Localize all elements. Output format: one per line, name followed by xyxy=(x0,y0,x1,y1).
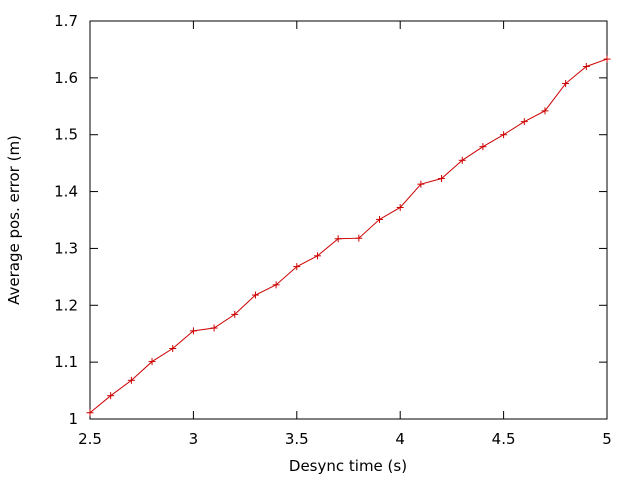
data-point xyxy=(479,143,487,151)
data-point xyxy=(293,263,301,271)
data-point xyxy=(541,107,549,115)
y-tick-label: 1.7 xyxy=(54,12,78,30)
y-tick-label: 1.3 xyxy=(54,239,78,257)
x-axis-label: Desync time (s) xyxy=(289,457,407,475)
data-point xyxy=(520,118,528,126)
data-point xyxy=(313,252,321,260)
x-tick-label: 2.5 xyxy=(78,430,102,448)
data-point xyxy=(169,344,177,352)
plot-frame xyxy=(89,20,608,420)
x-axis-ticks: 2.5 3 3.5 4 4.5 5 xyxy=(78,21,612,448)
data-point xyxy=(396,203,404,211)
x-tick-label: 4 xyxy=(395,430,405,448)
data-point xyxy=(210,324,218,332)
data-point xyxy=(86,409,94,417)
data-point xyxy=(272,281,280,289)
data-point xyxy=(127,376,135,384)
x-tick-label: 5 xyxy=(602,430,612,448)
y-tick-label: 1.1 xyxy=(54,353,78,371)
data-point xyxy=(334,235,342,243)
data-point xyxy=(603,55,611,63)
data-point xyxy=(376,215,384,223)
data-point xyxy=(189,327,197,335)
data-point xyxy=(231,310,239,318)
data-point xyxy=(458,156,466,164)
x-tick-label: 3.5 xyxy=(285,430,309,448)
data-point xyxy=(438,174,446,182)
y-axis-ticks: 1 1.1 1.2 1.3 1.4 1.5 1.6 1.7 xyxy=(54,12,607,428)
data-point xyxy=(355,234,363,242)
data-point xyxy=(148,358,156,366)
data-point xyxy=(417,180,425,188)
series-line xyxy=(89,58,608,414)
y-tick-label: 1.2 xyxy=(54,296,78,314)
data-point xyxy=(582,62,590,70)
y-tick-label: 1.5 xyxy=(54,126,78,144)
data-point xyxy=(251,291,259,299)
y-axis-label: Average pos. error (m) xyxy=(5,135,23,305)
data-point xyxy=(562,80,570,88)
x-tick-label: 4.5 xyxy=(492,430,516,448)
series-group xyxy=(86,55,611,417)
x-tick-label: 3 xyxy=(189,430,199,448)
data-point xyxy=(107,392,115,400)
y-tick-label: 1.4 xyxy=(54,183,78,201)
y-tick-label: 1.6 xyxy=(54,69,78,87)
data-point xyxy=(500,131,508,139)
y-tick-label: 1 xyxy=(68,410,78,428)
